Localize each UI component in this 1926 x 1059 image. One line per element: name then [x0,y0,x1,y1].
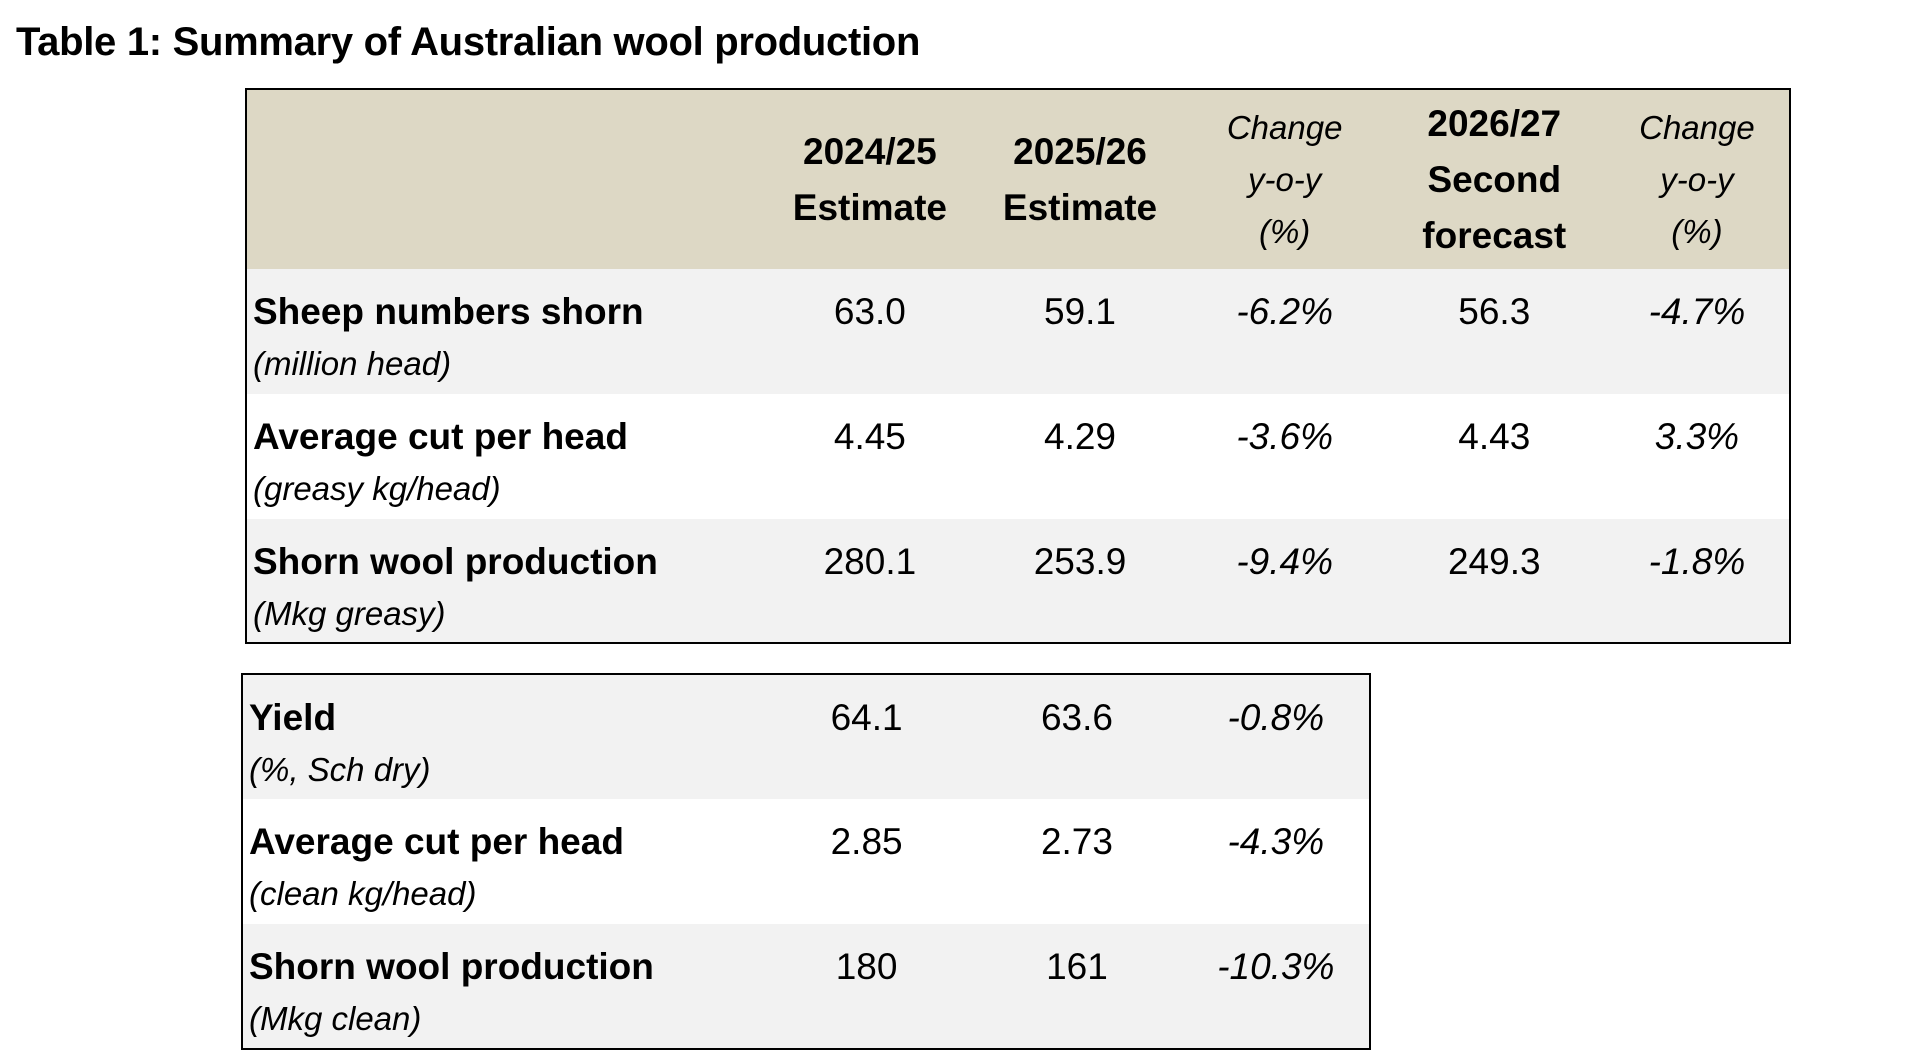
table-row: Shorn wool production (Mkg greasy) 280.1… [246,519,1790,643]
header-line: forecast [1422,214,1567,256]
cell-value: 161 [1046,946,1108,987]
cell-value: -4.3% [1227,821,1325,862]
row-label: Shorn wool production [249,946,654,987]
row-unit: (Mkg clean) [249,1000,422,1037]
cell-value: 3.3% [1654,416,1740,457]
row-unit: (greasy kg/head) [253,470,501,507]
cell-value: -6.2% [1236,291,1333,332]
header-2024-25: 2024/25 Estimate [765,89,974,269]
table-row: Average cut per head (clean kg/head) 2.8… [242,799,1370,924]
cell-value: 63.0 [833,291,906,332]
cell-value: -9.4% [1236,541,1333,582]
cell-value: 280.1 [823,541,917,582]
row-label: Sheep numbers shorn [253,291,644,332]
value-2026-27: 56.3 [1384,269,1605,394]
header-line: 2026/27 [1427,102,1562,144]
table-row: Yield (%, Sch dry) 64.1 63.6 -0.8% [242,674,1370,799]
value-2024-25: 4.45 [765,394,974,519]
row-unit: (Mkg greasy) [253,595,446,632]
table-row: Sheep numbers shorn (million head) 63.0 … [246,269,1790,394]
change-1: -9.4% [1186,519,1384,643]
value-2024-25: 64.1 [762,674,971,799]
cell-value: 63.6 [1040,697,1113,738]
row-label: Average cut per head [249,821,624,862]
row-label-cell: Average cut per head (greasy kg/head) [246,394,765,519]
cell-value: -4.7% [1648,291,1746,332]
row-label: Yield [249,697,337,738]
cell-value: 64.1 [830,697,903,738]
value-2026-27: 4.43 [1384,394,1605,519]
header-2026-27: 2026/27 Second forecast [1384,89,1605,269]
row-label-cell: Yield (%, Sch dry) [242,674,762,799]
value-2026-27: 249.3 [1384,519,1605,643]
header-line: y-o-y [1660,160,1734,198]
cell-value: 249.3 [1447,541,1541,582]
header-line: (%) [1258,212,1311,250]
value-2025-26: 161 [971,924,1182,1049]
cell-value: -3.6% [1236,416,1333,457]
header-line: Estimate [1002,186,1158,228]
header-line: Change [1639,108,1755,146]
header-change-1: Change y-o-y (%) [1186,89,1384,269]
change-1: -4.3% [1183,799,1370,924]
value-2025-26: 63.6 [971,674,1182,799]
cell-value: 180 [835,946,898,987]
header-line: Second [1427,158,1562,200]
header-line: 2025/26 [1013,130,1147,172]
header-line: y-o-y [1247,160,1322,198]
row-label: Shorn wool production [253,541,658,582]
change-2: -1.8% [1605,519,1790,643]
change-1: -6.2% [1186,269,1384,394]
value-2024-25: 180 [762,924,971,1049]
value-2025-26: 2.73 [971,799,1182,924]
header-line: (%) [1671,212,1723,250]
row-label-cell: Average cut per head (clean kg/head) [242,799,762,924]
row-unit: (million head) [253,345,452,382]
cell-value: -10.3% [1217,946,1335,987]
cell-value: 59.1 [1044,291,1117,332]
row-label: Average cut per head [253,416,628,457]
row-label-cell: Shorn wool production (Mkg clean) [242,924,762,1049]
change-1: -10.3% [1183,924,1370,1049]
cell-value: 4.43 [1458,416,1531,457]
value-2024-25: 63.0 [765,269,974,394]
header-empty-cell [246,89,765,269]
value-2025-26: 59.1 [974,269,1185,394]
value-2025-26: 4.29 [974,394,1185,519]
cell-value: -1.8% [1648,541,1746,582]
change-2: 3.3% [1605,394,1790,519]
row-unit: (%, Sch dry) [249,751,431,788]
value-2025-26: 253.9 [974,519,1185,643]
row-unit: (clean kg/head) [249,875,477,912]
greasy-production-table: 2024/25 Estimate 2025/26 Estimate Change… [245,88,1791,644]
cell-value: 2.73 [1040,821,1113,862]
row-label-cell: Sheep numbers shorn (million head) [246,269,765,394]
change-1: -3.6% [1186,394,1384,519]
table-row: Shorn wool production (Mkg clean) 180 16… [242,924,1370,1049]
header-line: Change [1226,108,1343,146]
cell-value: -0.8% [1227,697,1325,738]
header-change-2: Change y-o-y (%) [1605,89,1790,269]
clean-production-table: Yield (%, Sch dry) 64.1 63.6 -0.8% Avera… [241,673,1371,1050]
cell-value: 253.9 [1033,541,1127,582]
cell-value: 2.85 [830,821,903,862]
table-title: Table 1: Summary of Australian wool prod… [16,20,921,64]
cell-value: 4.29 [1044,416,1117,457]
header-line: 2024/25 [803,130,937,172]
change-1: -0.8% [1183,674,1370,799]
cell-value: 56.3 [1458,291,1531,332]
header-2025-26: 2025/26 Estimate [974,89,1185,269]
value-2024-25: 280.1 [765,519,974,643]
row-label-cell: Shorn wool production (Mkg greasy) [246,519,765,643]
table-row: Average cut per head (greasy kg/head) 4.… [246,394,1790,519]
cell-value: 4.45 [833,416,906,457]
header-row: 2024/25 Estimate 2025/26 Estimate Change… [246,89,1790,269]
value-2024-25: 2.85 [762,799,971,924]
change-2: -4.7% [1605,269,1790,394]
header-line: Estimate [792,186,947,228]
